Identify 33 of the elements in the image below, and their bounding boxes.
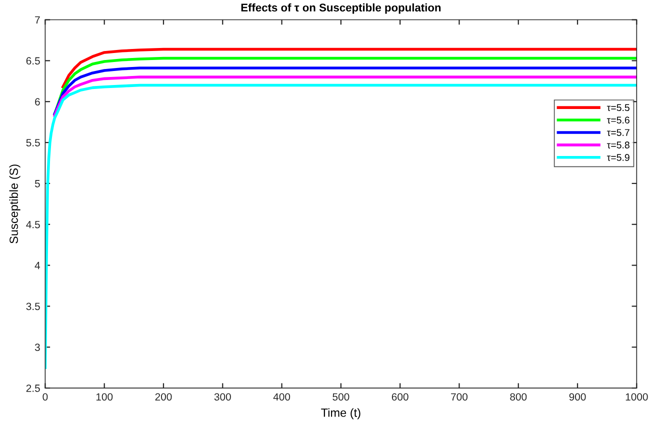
x-tick-label: 800 (510, 393, 527, 401)
line-series (53, 66, 637, 116)
y-tick-label: 3 (34, 344, 40, 352)
legend-label: τ=5.5 (606, 104, 630, 112)
y-tick-label: 5 (34, 180, 40, 188)
x-tick-label: 300 (214, 393, 231, 401)
legend-label: τ=5.6 (606, 116, 630, 124)
x-tick-label: 1000 (626, 393, 648, 401)
legend-label: τ=5.7 (606, 129, 630, 136)
y-axis-title: Susceptible (S) (9, 164, 20, 244)
x-tick-label: 200 (155, 393, 172, 401)
line-series (53, 76, 637, 117)
y-tick-label: 3.5 (26, 302, 40, 310)
x-axis-title: Time (t) (321, 408, 360, 420)
legend-label: τ=5.9 (606, 154, 630, 161)
x-tick-label: 900 (569, 393, 586, 401)
x-tick-label: 700 (451, 393, 468, 401)
x-tick-label: 600 (392, 393, 408, 401)
y-tick-label: 5.5 (26, 139, 40, 146)
legend-label: τ=5.8 (606, 142, 630, 148)
line-series (45, 84, 637, 370)
x-tick-label: 100 (96, 393, 113, 401)
x-tick-label: 400 (273, 393, 290, 401)
y-tick-label: 7 (35, 16, 40, 24)
y-tick-label: 6.5 (26, 57, 40, 65)
y-tick-label: 4 (34, 262, 40, 270)
line-series (62, 48, 637, 88)
y-tick-label: 6 (35, 98, 40, 106)
y-tick-label: 4.5 (26, 220, 40, 228)
x-tick-label: 500 (332, 393, 350, 401)
y-tick-label: 2.5 (26, 384, 40, 392)
chart-title: Effects of τ on Susceptible population (241, 3, 441, 14)
x-tick-label: 0 (42, 393, 48, 401)
